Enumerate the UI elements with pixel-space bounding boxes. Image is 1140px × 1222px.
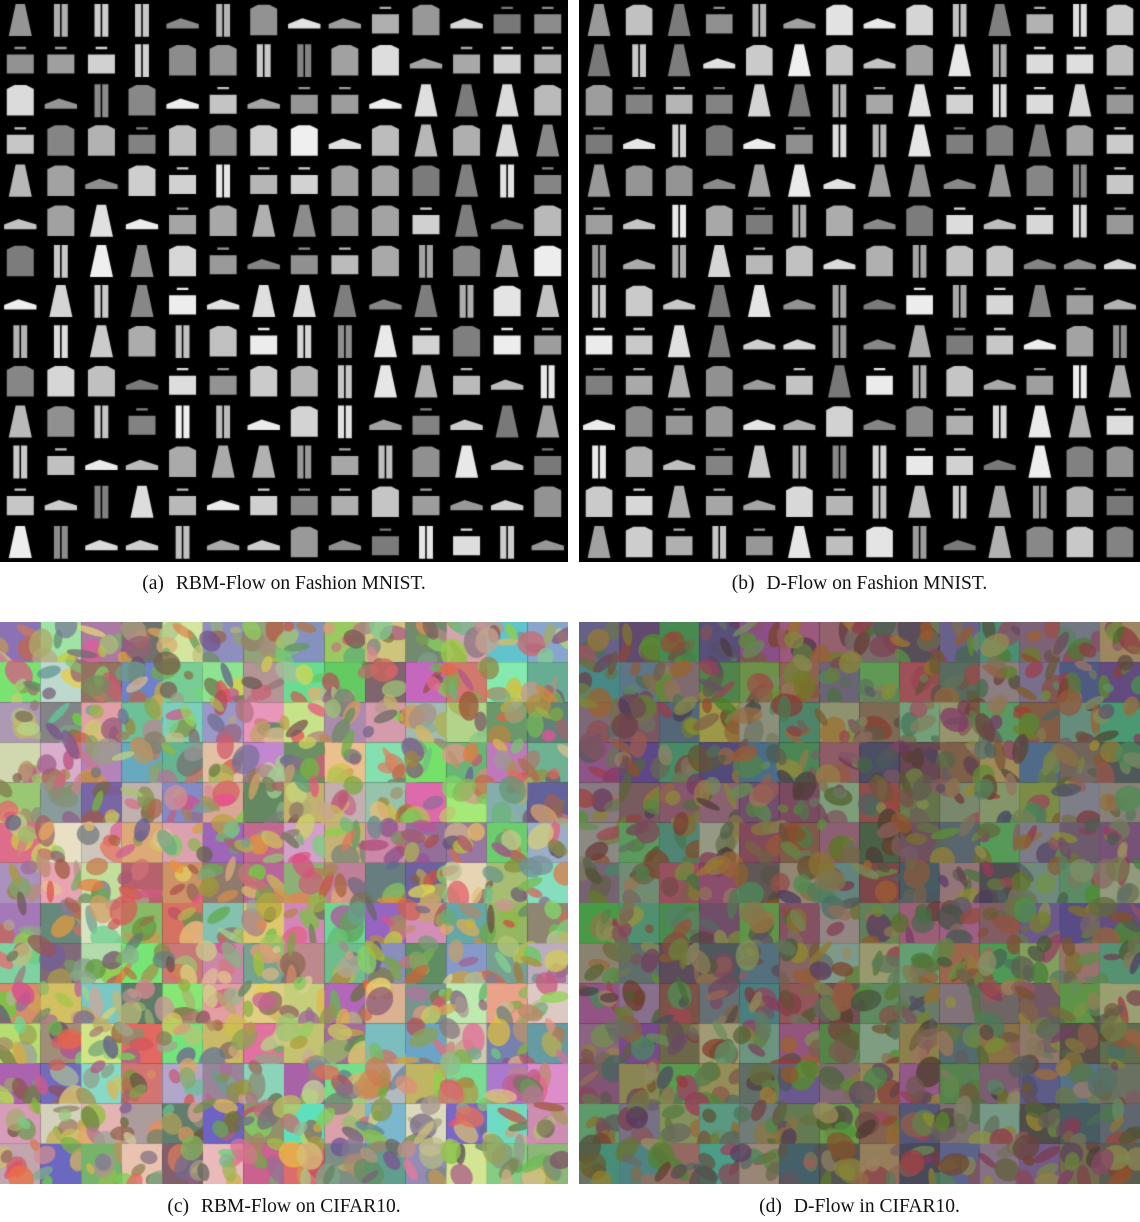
caption-a-text: RBM-Flow on Fashion MNIST. [175, 573, 426, 594]
d-flow-fashion-mnist-sample-grid [579, 0, 1140, 562]
fashion-mnist-samples-image [579, 0, 1140, 562]
cifar10-samples-image [0, 622, 568, 1184]
d-flow-cifar10-sample-grid [579, 622, 1140, 1184]
caption-c-tag: (c) [167, 1196, 190, 1217]
caption-a: (a) RBM-Flow on Fashion MNIST. [0, 574, 568, 594]
caption-b: (b) D-Flow on Fashion MNIST. [579, 574, 1140, 594]
caption-c-text: RBM-Flow on CIFAR10. [201, 1196, 401, 1217]
fashion-mnist-samples-image [0, 0, 568, 562]
caption-a-tag: (a) [142, 573, 164, 594]
rbm-flow-cifar10-sample-grid [0, 622, 568, 1184]
caption-c: (c) RBM-Flow on CIFAR10. [0, 1197, 568, 1217]
cifar10-samples-image [579, 622, 1140, 1184]
rbm-flow-fashion-mnist-sample-grid [0, 0, 568, 562]
caption-d: (d) D-Flow in CIFAR10. [579, 1197, 1140, 1217]
caption-b-text: D-Flow on Fashion MNIST. [766, 573, 988, 594]
caption-d-tag: (d) [759, 1196, 782, 1217]
caption-b-tag: (b) [731, 573, 755, 594]
caption-d-text: D-Flow in CIFAR10. [793, 1196, 960, 1217]
